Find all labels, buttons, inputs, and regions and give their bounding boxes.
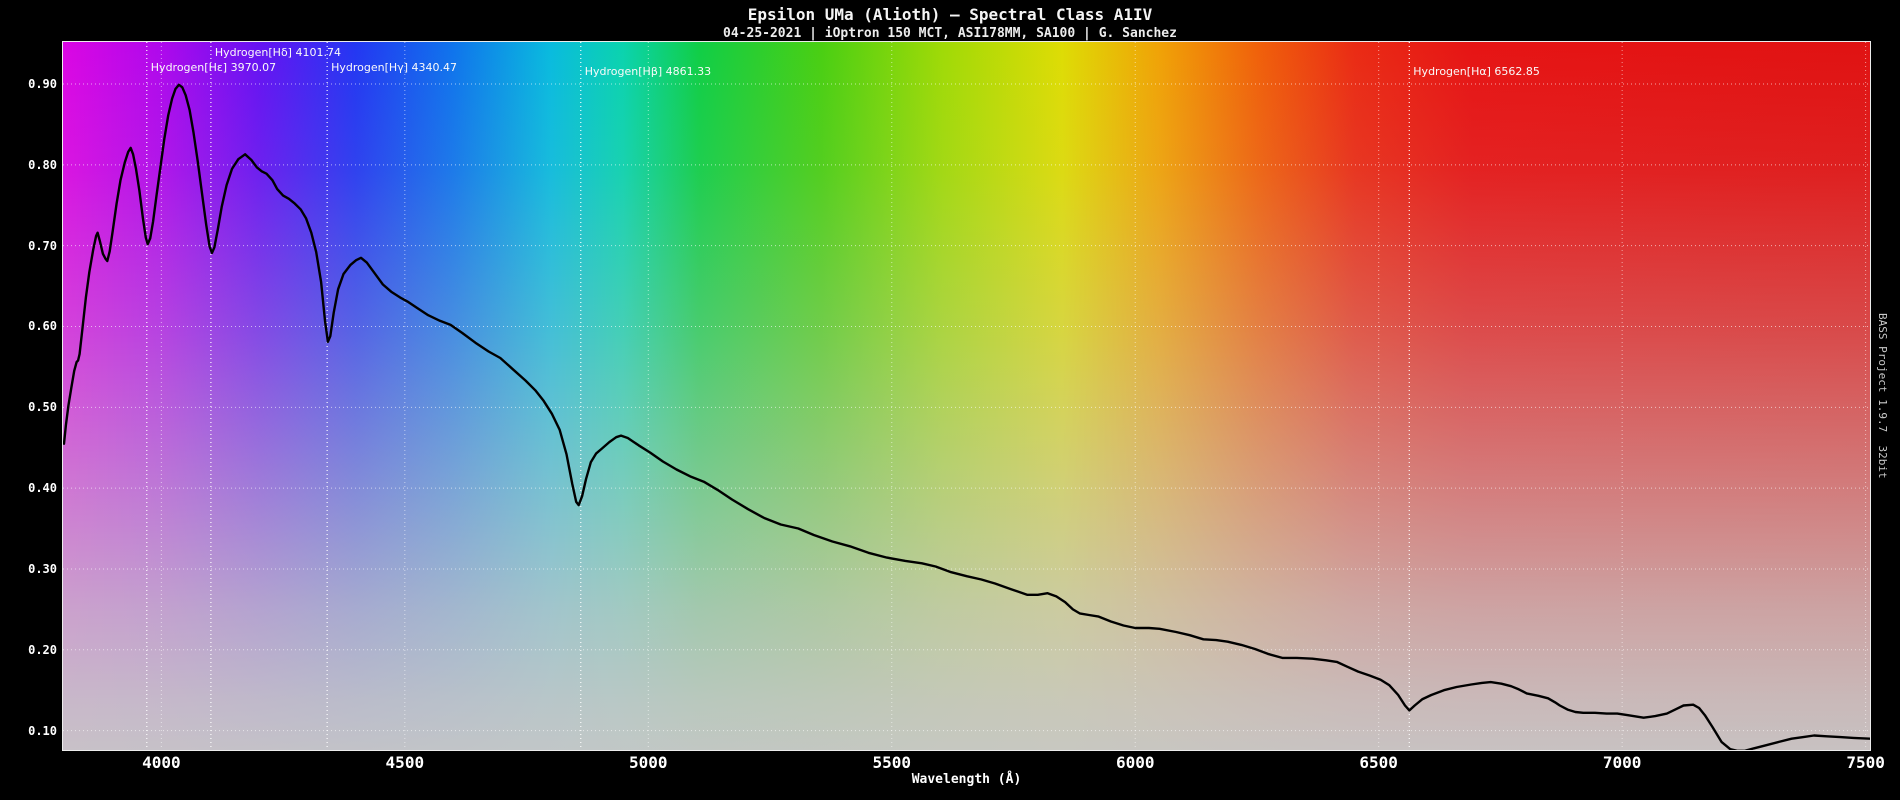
chart-subtitle: 04-25-2021 | iOptron 150 MCT, ASI178MM, … bbox=[723, 26, 1177, 41]
y-tick-label: 0.90 bbox=[28, 77, 57, 92]
y-tick-label: 0.40 bbox=[28, 481, 57, 496]
y-tick-label: 0.30 bbox=[28, 561, 57, 576]
spectral-line-label: Hydrogen[Hγ] 4340.47 bbox=[331, 61, 457, 74]
x-tick-label: 4000 bbox=[142, 753, 181, 772]
y-tick-label: 0.70 bbox=[28, 238, 57, 253]
x-tick-label: 6500 bbox=[1359, 753, 1398, 772]
x-tick-label: 6000 bbox=[1115, 753, 1155, 772]
spectral-line-label: Hydrogen[Hδ] 4101.74 bbox=[214, 46, 341, 59]
x-tick-label: 7500 bbox=[1846, 753, 1885, 772]
spectrum-plot-svg bbox=[63, 42, 1870, 750]
spectral-line-label: Hydrogen[Hε] 3970.07 bbox=[150, 61, 277, 74]
x-tick-label: 5000 bbox=[629, 753, 668, 772]
x-tick-label: 4500 bbox=[385, 753, 425, 772]
y-tick-label: 0.60 bbox=[28, 319, 57, 334]
x-tick-label: 7000 bbox=[1602, 753, 1642, 772]
x-axis-title: Wavelength (Å) bbox=[911, 772, 1022, 787]
y-tick-label: 0.10 bbox=[28, 723, 57, 738]
chart-title: Epsilon UMa (Alioth) – Spectral Class A1… bbox=[747, 5, 1153, 24]
watermark-text: BASS Project 1.9.7 32bit bbox=[1876, 313, 1889, 479]
y-tick-label: 0.20 bbox=[28, 642, 57, 657]
x-tick-label: 5500 bbox=[872, 753, 912, 772]
spectrum-curve bbox=[63, 83, 1870, 750]
y-tick-label: 0.50 bbox=[28, 400, 57, 415]
spectral-line-label: Hydrogen[Hβ] 4861.33 bbox=[584, 65, 712, 78]
spectral-line-label: Hydrogen[Hα] 6562.85 bbox=[1413, 65, 1540, 78]
plot-area[interactable] bbox=[63, 42, 1870, 750]
y-tick-label: 0.80 bbox=[28, 157, 57, 172]
